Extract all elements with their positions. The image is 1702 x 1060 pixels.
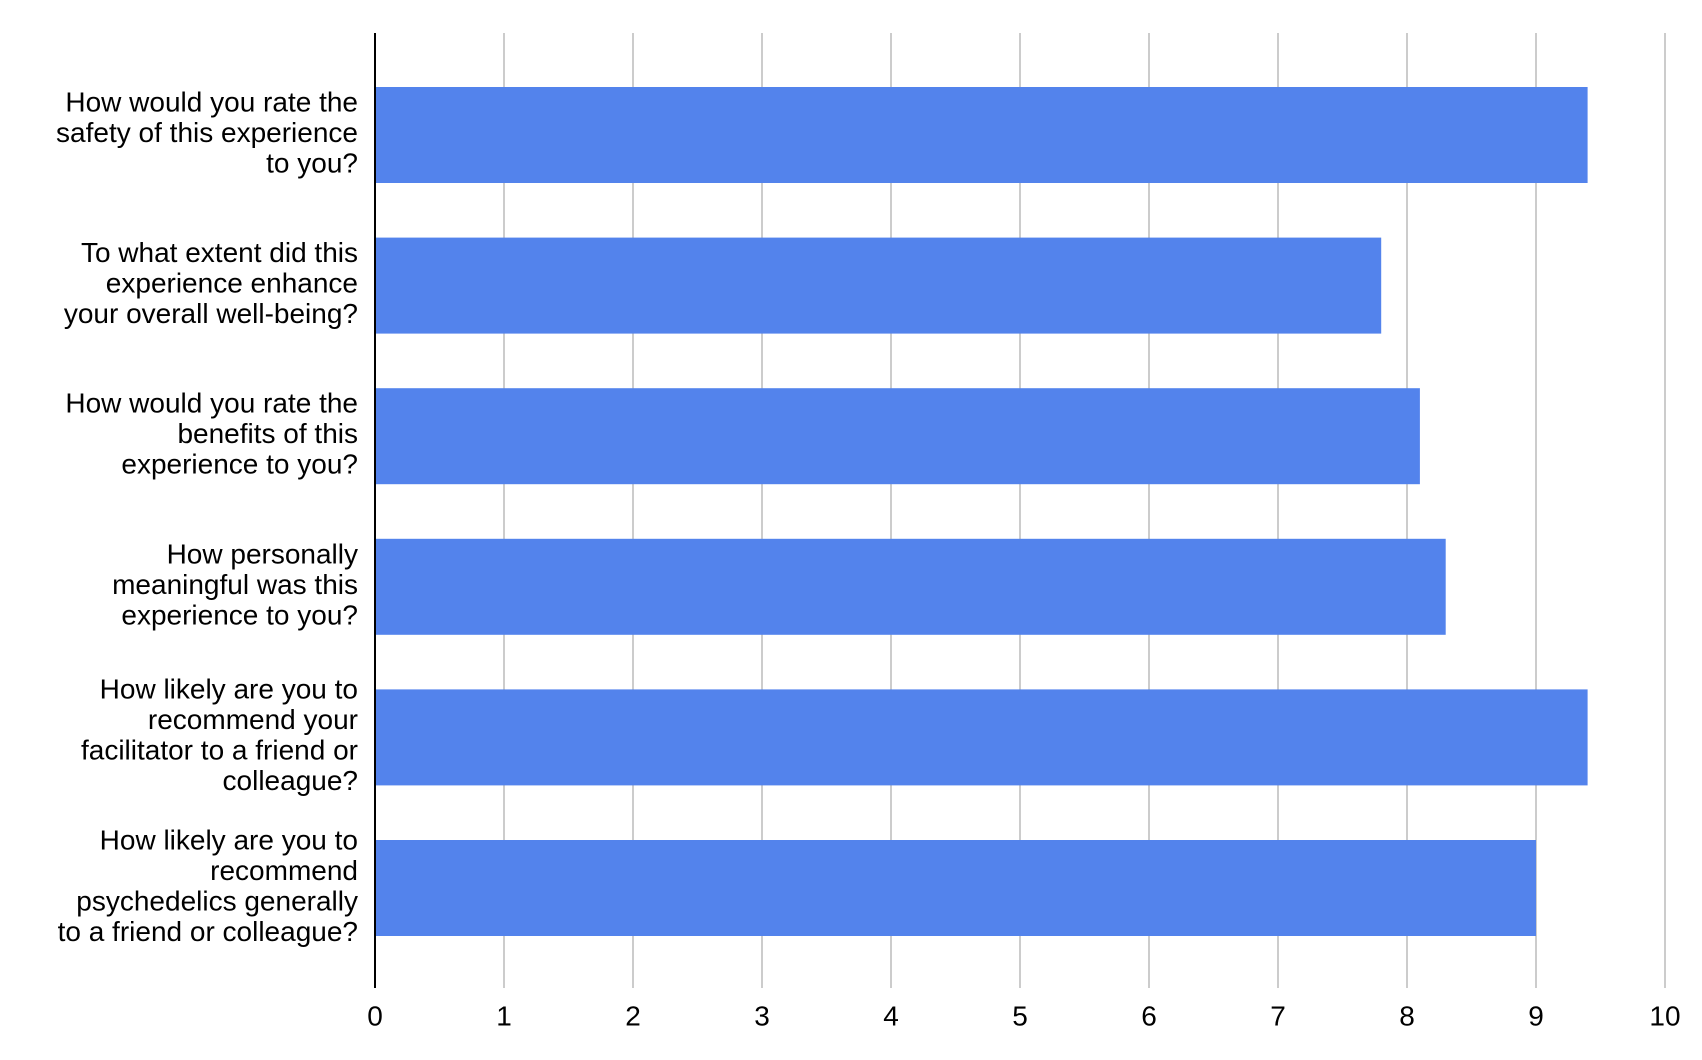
label-line: facilitator to a friend or	[81, 735, 358, 766]
y-tick-label: How would you rate the safety of this exp…	[56, 87, 358, 179]
x-tick-label: 1	[496, 1000, 512, 1031]
label-line: safety of this experience	[56, 117, 358, 148]
label-line: How likely are you to	[100, 825, 358, 856]
x-tick-label: 7	[1270, 1000, 1286, 1031]
label-line: How personally	[167, 539, 358, 570]
label-line: benefits of this	[177, 419, 358, 450]
label-line: experience to you?	[121, 449, 358, 480]
bar	[375, 388, 1420, 485]
x-tick-label: 6	[1141, 1000, 1157, 1031]
bar	[375, 689, 1588, 786]
bar	[375, 237, 1382, 334]
label-line: your overall well-being?	[64, 298, 358, 329]
bar	[375, 840, 1536, 936]
label-line: How likely are you to	[100, 674, 358, 705]
label-line: How would you rate the	[65, 87, 358, 118]
x-tick-label: 4	[883, 1000, 899, 1031]
x-tick-label: 8	[1399, 1000, 1415, 1031]
label-line: To what extent did this	[81, 237, 358, 268]
label-line: experience enhance	[106, 268, 358, 299]
label-line: recommend	[210, 855, 358, 886]
label-line: meaningful was this	[112, 569, 358, 600]
x-tick-label: 0	[367, 1000, 383, 1031]
y-tick-label: How would you rate the benefits of this ex…	[65, 388, 358, 480]
label-line: psychedelics generally	[76, 886, 358, 917]
x-tick-label: 5	[1012, 1000, 1028, 1031]
label-line: recommend your	[148, 705, 358, 736]
x-tick-label: 2	[625, 1000, 641, 1031]
x-tick-label: 3	[754, 1000, 770, 1031]
x-tick-label: 10	[1649, 1000, 1680, 1031]
y-tick-label: How personally meaningful was this experie…	[112, 539, 358, 631]
y-tick-label: How likely are you to recommend psychedeli…	[58, 825, 358, 948]
y-tick-label: How likely are you to recommend your facil…	[81, 674, 358, 797]
label-line: colleague?	[223, 766, 358, 797]
label-line: to you?	[266, 148, 358, 179]
y-tick-label: To what extent did this experience enhanc…	[64, 237, 358, 329]
bar	[375, 538, 1446, 635]
label-line: How would you rate the	[65, 388, 358, 419]
label-line: to a friend or colleague?	[58, 916, 358, 947]
x-tick-label: 9	[1528, 1000, 1544, 1031]
label-line: experience to you?	[121, 600, 358, 631]
bar	[375, 87, 1588, 183]
